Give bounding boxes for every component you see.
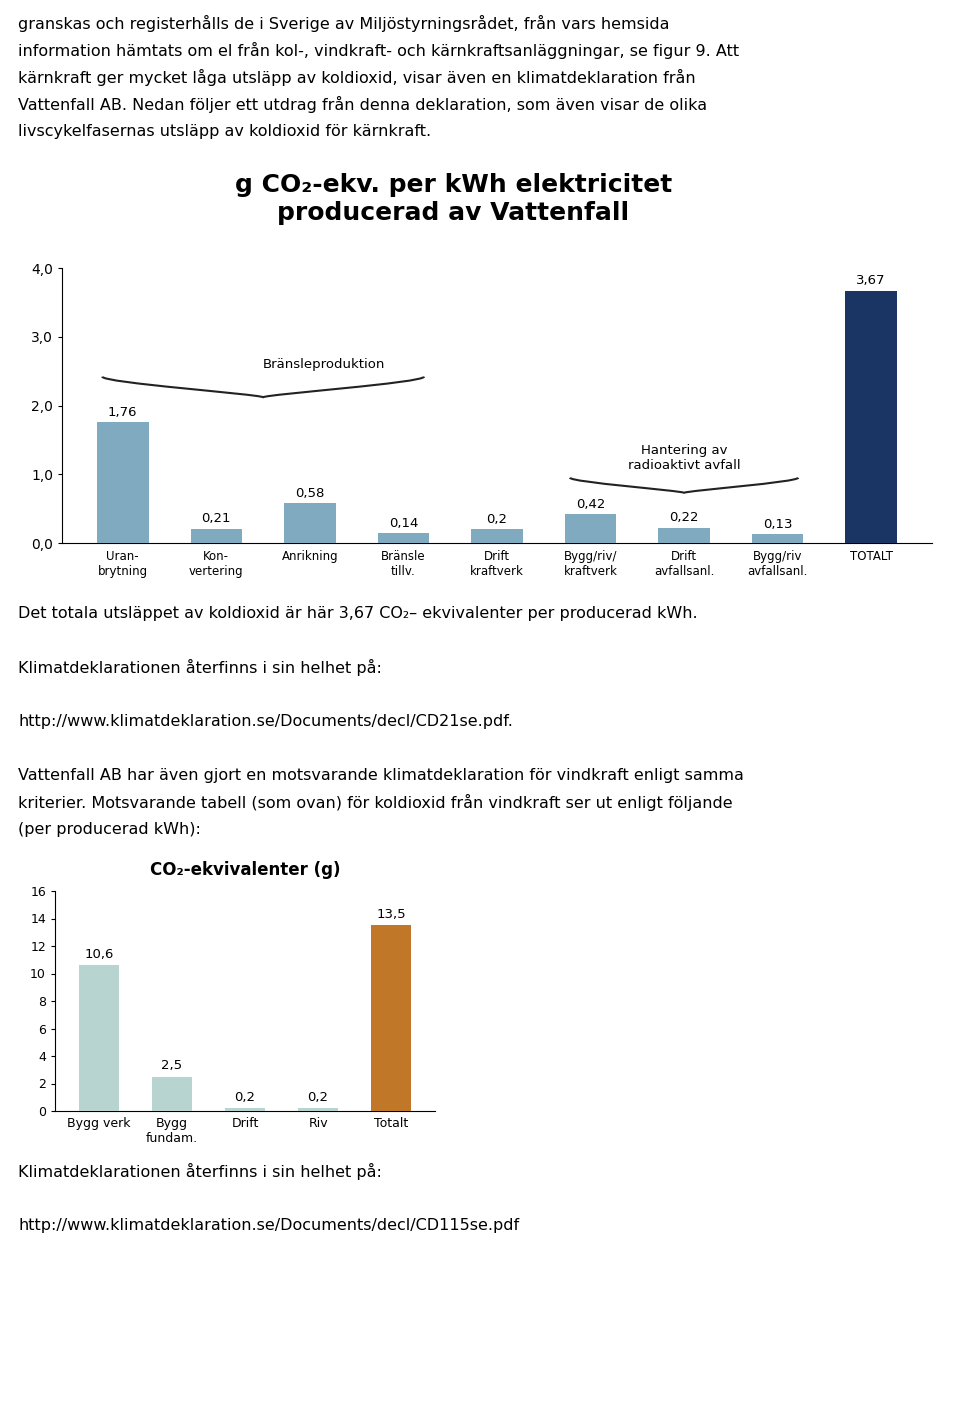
Text: 2,5: 2,5 <box>161 1059 182 1073</box>
Text: Vattenfall AB. Nedan följer ett utdrag från denna deklaration, som även visar de: Vattenfall AB. Nedan följer ett utdrag f… <box>18 96 708 113</box>
Bar <box>659 528 709 544</box>
Text: 1,76: 1,76 <box>108 405 137 418</box>
Bar <box>284 504 336 544</box>
Bar <box>152 1076 192 1112</box>
Text: kärnkraft ger mycket låga utsläpp av koldioxid, visar även en klimatdeklaration : kärnkraft ger mycket låga utsläpp av kol… <box>18 68 696 86</box>
Text: Vattenfall AB har även gjort en motsvarande klimatdeklaration för vindkraft enli: Vattenfall AB har även gjort en motsvara… <box>18 768 744 783</box>
Text: 0,2: 0,2 <box>234 1092 255 1104</box>
Text: 3,67: 3,67 <box>856 274 886 287</box>
Text: 10,6: 10,6 <box>84 948 113 962</box>
Text: g CO₂-ekv. per kWh elektricitet
producerad av Vattenfall: g CO₂-ekv. per kWh elektricitet producer… <box>235 173 672 224</box>
Text: Hantering av
radioaktivt avfall: Hantering av radioaktivt avfall <box>628 444 740 472</box>
Text: 0,21: 0,21 <box>202 512 231 525</box>
Bar <box>298 1109 338 1112</box>
Bar <box>372 925 411 1112</box>
Bar <box>471 529 523 544</box>
Text: 13,5: 13,5 <box>376 908 406 922</box>
Text: Det totala utsläppet av koldioxid är här 3,67 CO₂– ekvivalenter per producerad k: Det totala utsläppet av koldioxid är här… <box>18 606 698 621</box>
Text: livscykelfasernas utsläpp av koldioxid för kärnkraft.: livscykelfasernas utsläpp av koldioxid f… <box>18 124 431 138</box>
Text: CO₂-ekvivalenter (g): CO₂-ekvivalenter (g) <box>150 860 340 879</box>
Bar <box>377 534 429 544</box>
Text: 0,2: 0,2 <box>487 512 508 525</box>
Text: 0,14: 0,14 <box>389 517 419 529</box>
Bar <box>79 965 119 1112</box>
Text: 0,42: 0,42 <box>576 498 605 511</box>
Text: 0,13: 0,13 <box>763 518 792 531</box>
Text: information hämtats om el från kol-, vindkraft- och kärnkraftsanläggningar, se f: information hämtats om el från kol-, vin… <box>18 41 739 59</box>
Text: granskas och registerhålls de i Sverige av Miljöstyrningsrådet, från vars hemsid: granskas och registerhålls de i Sverige … <box>18 16 669 31</box>
Text: (per producerad kWh):: (per producerad kWh): <box>18 822 201 838</box>
Bar <box>191 528 242 544</box>
Text: 0,2: 0,2 <box>307 1092 328 1104</box>
Bar <box>564 514 616 544</box>
Text: Klimatdeklarationen återfinns i sin helhet på:: Klimatdeklarationen återfinns i sin helh… <box>18 1163 382 1180</box>
Text: Bränsleproduktion: Bränsleproduktion <box>263 358 386 371</box>
Bar <box>752 534 804 544</box>
Text: http://www.klimatdeklaration.se/Documents/decl/CD21se.pdf.: http://www.klimatdeklaration.se/Document… <box>18 714 513 729</box>
Text: 0,58: 0,58 <box>296 487 324 499</box>
Text: http://www.klimatdeklaration.se/Documents/decl/CD115se.pdf: http://www.klimatdeklaration.se/Document… <box>18 1219 519 1233</box>
Bar <box>97 422 149 544</box>
Bar <box>225 1109 265 1112</box>
Bar <box>846 291 897 544</box>
Text: kriterier. Motsvarande tabell (som ovan) för koldioxid från vindkraft ser ut enl: kriterier. Motsvarande tabell (som ovan)… <box>18 793 732 811</box>
Text: Klimatdeklarationen återfinns i sin helhet på:: Klimatdeklarationen återfinns i sin helh… <box>18 659 382 676</box>
Text: 0,22: 0,22 <box>669 511 699 525</box>
